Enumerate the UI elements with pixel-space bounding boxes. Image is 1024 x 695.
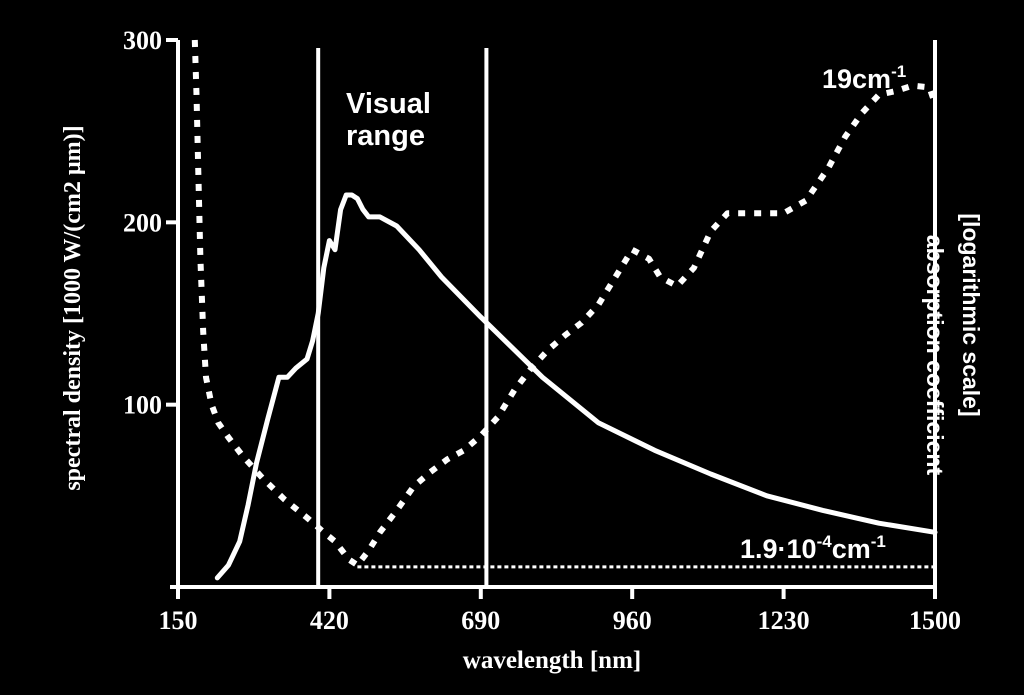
y-tick-label: 300 bbox=[123, 26, 162, 55]
annotation-bottom-exponent2: -1 bbox=[871, 532, 886, 551]
annotation-top: 19cm-1 bbox=[822, 62, 906, 94]
y-tick-label: 100 bbox=[123, 391, 162, 420]
visual-range-label-line2: range bbox=[346, 120, 425, 152]
solar-spectrum-line bbox=[214, 192, 938, 581]
x-tick-label: 1500 bbox=[909, 606, 961, 635]
x-tick-label: 1230 bbox=[758, 606, 810, 635]
y-tick-label: 200 bbox=[123, 208, 162, 237]
curves bbox=[191, 39, 938, 581]
annotation-bottom-exponent: -4 bbox=[817, 532, 833, 551]
annotation-top-exponent: -1 bbox=[891, 62, 906, 81]
annotation-bottom: 1.9·10-4cm-1 bbox=[740, 532, 886, 564]
annotation-bottom-prefix: 1.9·10 bbox=[740, 534, 817, 564]
tick-labels: 100 200 300 150 420 690 960 1230 1500 bbox=[123, 26, 961, 635]
x-tick-label: 960 bbox=[613, 606, 652, 635]
annotation-top-text: 19cm bbox=[822, 64, 891, 94]
x-tick-label: 690 bbox=[461, 606, 500, 635]
y-axis-label-right-line2: [logarithmic scale] bbox=[958, 213, 984, 416]
annotation-bottom-unit: cm bbox=[832, 534, 871, 564]
visual-range-label-line1: Visual bbox=[346, 88, 431, 120]
x-axis-label: wavelength [nm] bbox=[463, 647, 641, 674]
y-axis-label-left: spectral density [1000 W/(cm2 µm)] bbox=[60, 125, 86, 490]
y-axis-label-right-line1: absorption coefficient bbox=[922, 235, 948, 476]
axes bbox=[166, 38, 937, 599]
x-tick-label: 420 bbox=[310, 606, 349, 635]
x-tick-label: 150 bbox=[159, 606, 198, 635]
